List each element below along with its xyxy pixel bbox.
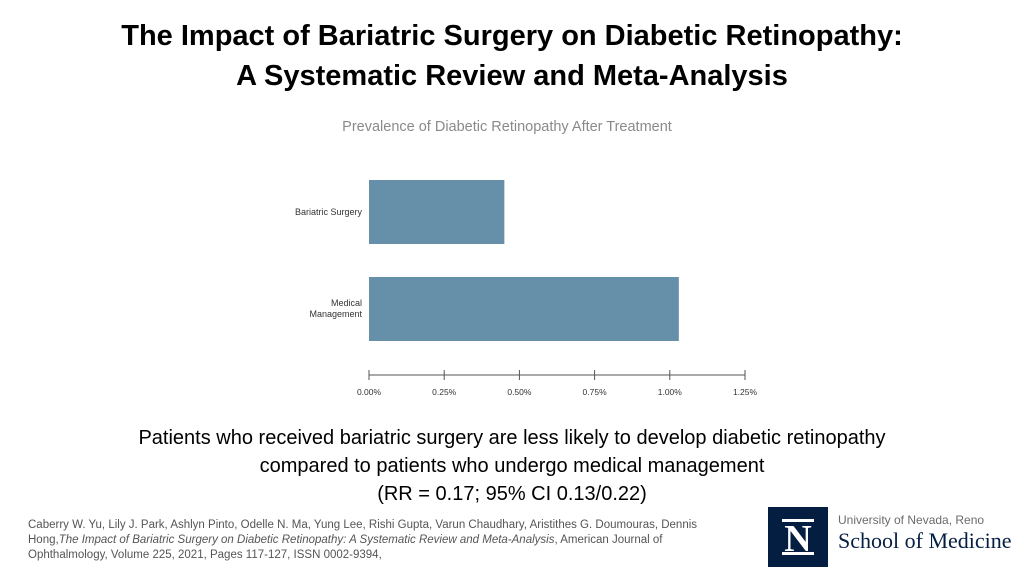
slide-title: The Impact of Bariatric Surgery on Diabe… xyxy=(0,16,1024,96)
category-label: Bariatric Surgery xyxy=(295,207,363,217)
citation-source: , American Journal of Ophthalmology, Vol… xyxy=(28,534,663,561)
citation-authors: Caberry W. Yu, Lily J. Park, Ashlyn Pint… xyxy=(28,519,698,546)
prevalence-bar-chart: Prevalence of Diabetic Retinopathy After… xyxy=(295,119,758,397)
citation: Caberry W. Yu, Lily J. Park, Ashlyn Pint… xyxy=(28,518,728,563)
school-name: School of Medicine xyxy=(838,528,1012,553)
x-tick-label: 1.25% xyxy=(733,387,758,397)
x-tick-label: 0.25% xyxy=(432,387,457,397)
bar-bariatric-surgery xyxy=(369,180,505,244)
x-tick-label: 0.00% xyxy=(357,387,382,397)
x-tick-label: 0.50% xyxy=(507,387,532,397)
summary-line-1: Patients who received bariatric surgery … xyxy=(138,427,886,449)
chart-title: Prevalence of Diabetic Retinopathy After… xyxy=(342,119,672,135)
x-tick-label: 0.75% xyxy=(583,387,608,397)
university-name: University of Nevada, Reno xyxy=(838,513,985,527)
summary-text: Patients who received bariatric surgery … xyxy=(0,424,1024,508)
x-tick-label: 1.00% xyxy=(658,387,683,397)
title-line-2: A Systematic Review and Meta-Analysis xyxy=(236,60,788,92)
citation-article-title: The Impact of Bariatric Surgery on Diabe… xyxy=(58,534,555,546)
unr-med-logo: N University of Nevada, Reno School of M… xyxy=(768,507,1012,567)
summary-line-2: compared to patients who undergo medical… xyxy=(259,455,765,477)
summary-line-3: (RR = 0.17; 95% CI 0.13/0.22) xyxy=(377,483,647,505)
bar-medical-management xyxy=(369,277,679,341)
unr-n-logo-icon: N xyxy=(768,507,828,567)
category-label: Medical Management xyxy=(309,298,362,319)
title-line-1: The Impact of Bariatric Surgery on Diabe… xyxy=(121,20,903,52)
